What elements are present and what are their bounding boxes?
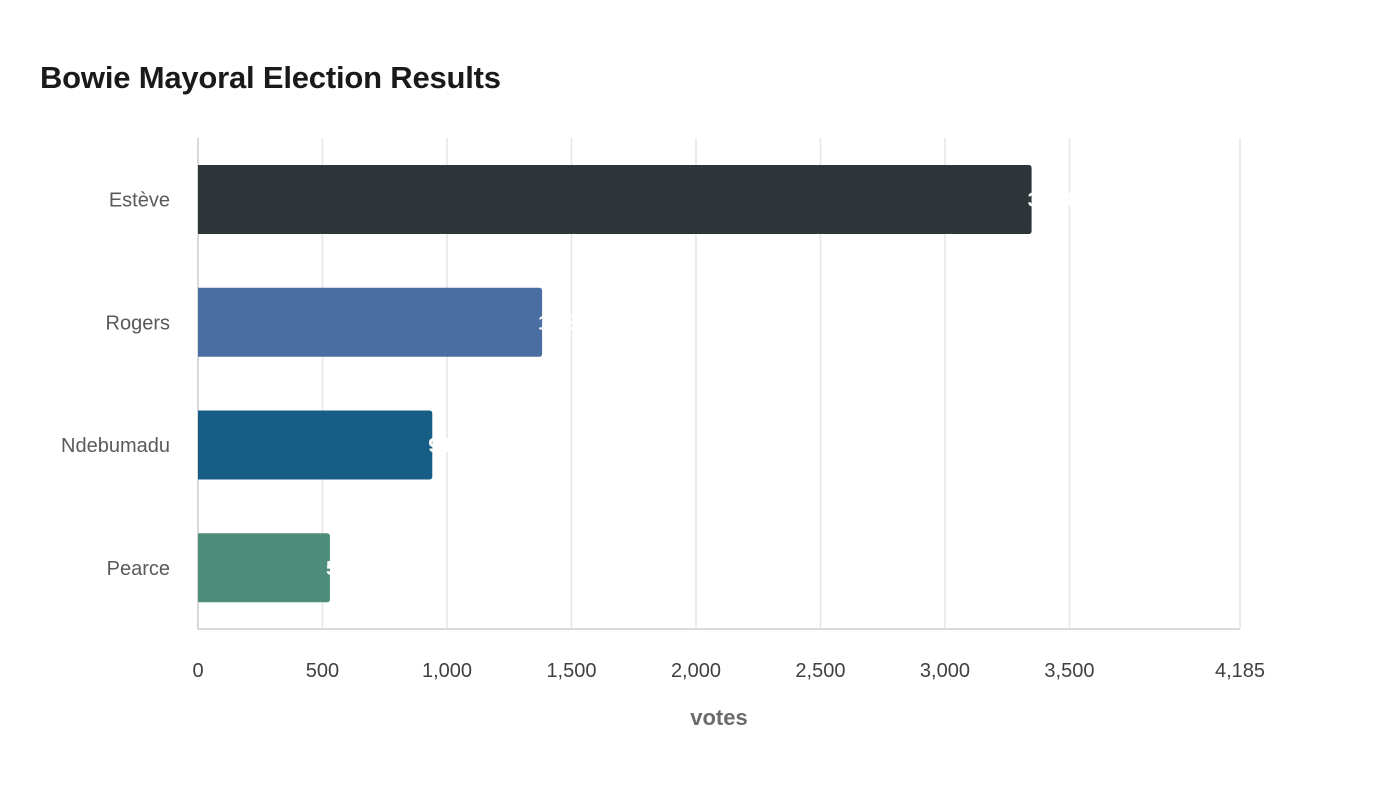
y-tick-label: Ndebumadu [61, 435, 170, 457]
data-label: 1,382 [538, 312, 588, 334]
y-tick-label: Estève [109, 190, 170, 212]
chart-title: Bowie Mayoral Election Results [40, 60, 501, 95]
bars [198, 165, 1032, 603]
x-tick-label: 1,500 [546, 660, 596, 682]
x-axis-title: votes [690, 705, 747, 730]
x-tick-label: 2,500 [795, 660, 845, 682]
bar [198, 287, 543, 357]
bar [198, 410, 433, 480]
data-label: 530 [326, 558, 359, 580]
x-tick-label: 0 [192, 660, 203, 682]
bar [198, 165, 1032, 234]
x-tick-label: 4,185 [1215, 660, 1265, 682]
data-label: 941 [428, 435, 461, 457]
x-tick-label: 1,000 [422, 660, 472, 682]
bar [198, 533, 330, 603]
data-labels: 3,348 1,382 941 530 [326, 190, 1078, 580]
y-tick-label: Pearce [107, 558, 170, 580]
x-tick-labels: 0 500 1,000 1,500 2,000 2,500 3,000 3,500 4,185 [192, 660, 1265, 682]
x-tick-label: 2,000 [671, 660, 721, 682]
x-tick-label: 3,500 [1044, 660, 1094, 682]
x-tick-label: 500 [306, 660, 339, 682]
x-tick-label: 3,000 [920, 660, 970, 682]
data-label: 3,348 [1028, 190, 1078, 212]
y-tick-labels: Estève Rogers Ndebumadu Pearce [61, 190, 170, 580]
y-tick-label: Rogers [106, 312, 170, 334]
